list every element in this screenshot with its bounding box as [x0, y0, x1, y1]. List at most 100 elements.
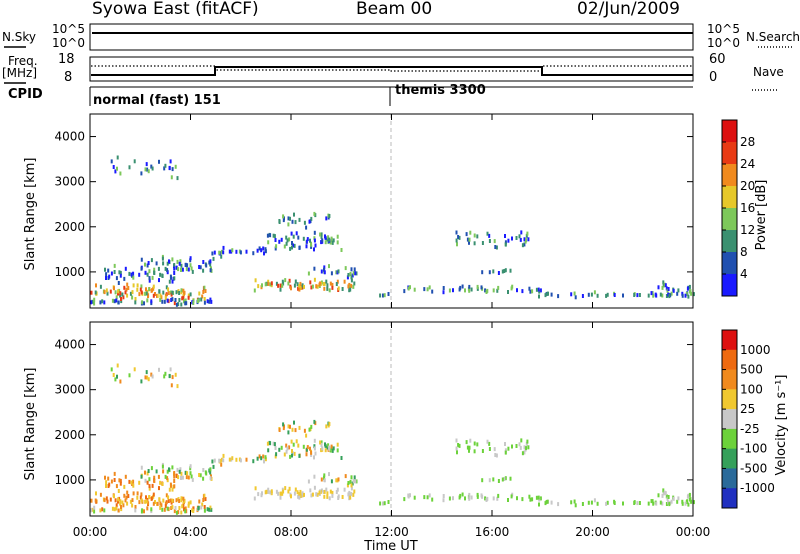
power-cell [670, 291, 673, 296]
velocity-cell [473, 449, 476, 454]
colorbar-segment [722, 428, 737, 450]
velocity-cell [310, 452, 313, 457]
velocity-cell [335, 490, 338, 494]
power-cell [138, 292, 141, 297]
power-cell [145, 287, 147, 292]
power-cell [284, 278, 287, 283]
velocity-cell [128, 479, 131, 484]
power-cell [111, 298, 114, 303]
power-cell [110, 271, 113, 276]
power-cell [473, 233, 476, 238]
power-cell [306, 237, 309, 242]
velocity-cell [231, 456, 234, 461]
velocity-cell [303, 492, 305, 497]
power-cell [173, 301, 176, 306]
power-cell [165, 285, 168, 290]
power-cell [166, 270, 169, 275]
power-cell [492, 269, 495, 274]
power-cell [145, 162, 148, 167]
power-cell [288, 278, 291, 283]
velocity-cell [156, 501, 159, 506]
power-cell [409, 285, 411, 290]
velocity-cell [168, 487, 171, 492]
power-cell [355, 271, 358, 276]
velocity-cell [382, 501, 384, 506]
power-cell [336, 279, 339, 284]
power-cell [668, 294, 671, 299]
velocity-cell [347, 492, 350, 497]
velocity-cell [264, 455, 267, 460]
velocity-cell [192, 509, 195, 513]
power-cell [350, 275, 353, 280]
velocity-cell [457, 443, 460, 447]
velocity-cell [187, 503, 190, 508]
power-cell [203, 297, 206, 301]
power-cell [676, 291, 679, 296]
power-cell [605, 293, 608, 298]
velocity-cell [455, 446, 458, 451]
power-cell [253, 288, 256, 293]
velocity-cell [321, 446, 324, 451]
velocity-yaxis: 1000 2000 3000 4000 [54, 338, 693, 487]
velocity-cell [480, 493, 483, 498]
power-cell [94, 290, 97, 295]
velocity-cell [119, 478, 122, 483]
power-cell [442, 290, 445, 295]
power-cell [273, 234, 276, 239]
power-cell [245, 249, 248, 254]
velocity-cell [676, 499, 679, 504]
velocity-cell [189, 464, 192, 469]
velocity-cell [292, 451, 294, 456]
power-cell [681, 293, 684, 298]
velocity-cell [147, 469, 150, 473]
colorbar-tick-label: 16 [740, 201, 755, 215]
power-cell [178, 291, 181, 295]
power-cell [495, 245, 498, 250]
velocity-cell [206, 507, 209, 512]
velocity-cell [173, 484, 176, 489]
power-cell [340, 248, 343, 252]
velocity-cell [182, 496, 185, 501]
velocity-cell [622, 501, 624, 506]
velocity-cell [90, 498, 93, 503]
velocity-cell [191, 508, 194, 513]
velocity-cell [313, 444, 316, 449]
power-cell [663, 282, 666, 287]
power-cell [661, 293, 664, 298]
power-cell [126, 282, 129, 287]
velocity-cell [510, 494, 513, 499]
power-cell [138, 272, 141, 277]
power-cell [662, 280, 665, 285]
power-cell [266, 233, 269, 238]
velocity-cell [331, 493, 334, 498]
velocity-cell [347, 481, 350, 485]
power-cell [131, 290, 134, 295]
power-cell [202, 290, 205, 294]
power-cell [189, 292, 192, 297]
velocity-cell [316, 492, 319, 497]
velocity-cell [335, 478, 338, 483]
velocity-cell [670, 499, 673, 504]
velocity-cell [203, 508, 206, 513]
power-cell [685, 292, 688, 296]
velocity-cell [159, 505, 162, 510]
power-cell [352, 271, 355, 276]
power-cell [181, 267, 184, 272]
velocity-cell [171, 505, 174, 510]
velocity-cell [117, 497, 120, 502]
velocity-cell [290, 439, 293, 444]
velocity-cell [184, 470, 187, 475]
power-cell [106, 291, 109, 296]
velocity-cell [299, 489, 302, 494]
velocity-cell [328, 472, 330, 477]
power-cell [593, 290, 596, 295]
velocity-cell [205, 471, 208, 476]
power-cell [192, 298, 195, 303]
velocity-cell [105, 496, 108, 501]
power-cell [161, 274, 164, 278]
velocity-cell [274, 454, 277, 459]
x-tick-label: 08:00 [274, 525, 309, 539]
power-cell [200, 297, 203, 302]
velocity-cell [346, 483, 349, 488]
power-cell [531, 289, 534, 294]
